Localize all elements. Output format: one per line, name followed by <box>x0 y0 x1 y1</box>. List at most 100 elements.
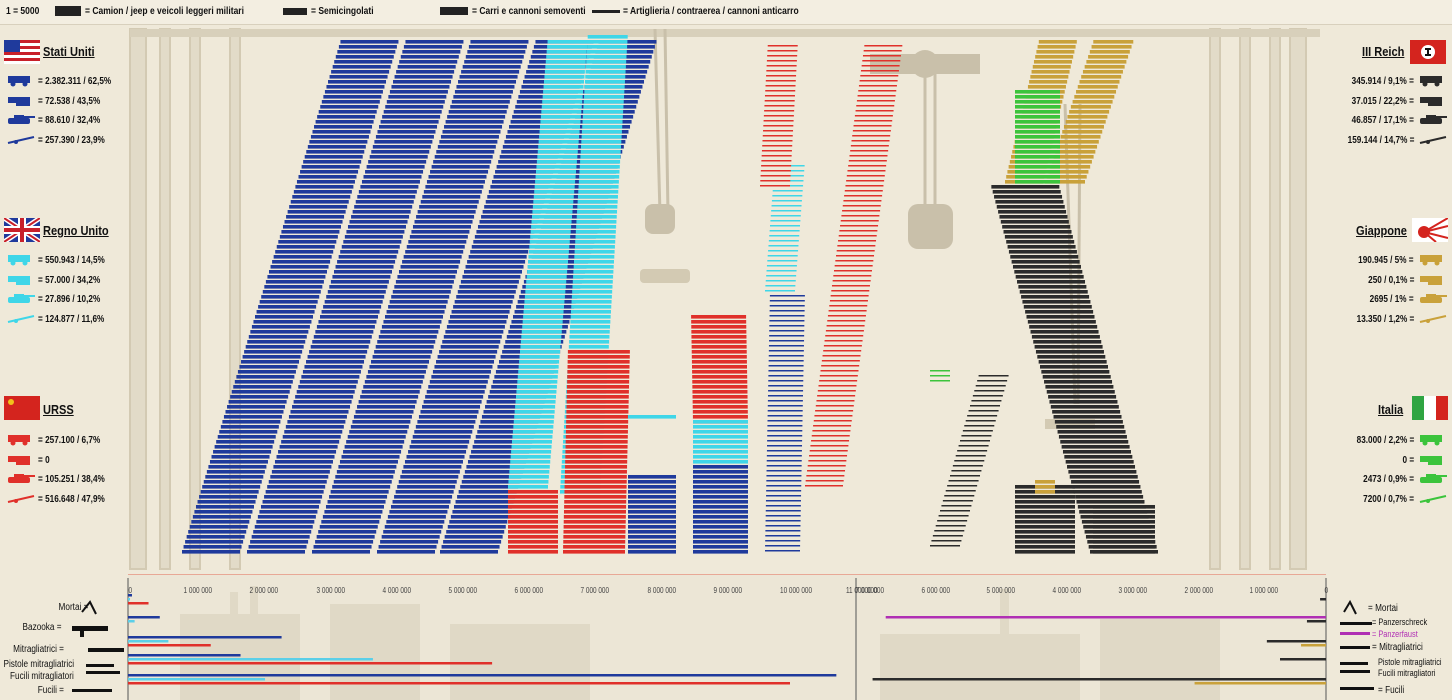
japan-tank-icon <box>1420 294 1447 303</box>
ussr-halftrack-icon <box>8 455 30 465</box>
country-uk: Regno Unito <box>43 223 109 238</box>
ussr-tank-icon <box>8 474 35 483</box>
country-italy: Italia <box>1378 402 1404 417</box>
ussr-flag <box>4 396 40 420</box>
label-r-panzerfaust: = Panzerfaust <box>1372 629 1418 639</box>
germany-tank-icon <box>1420 115 1447 124</box>
germany-truck-icon <box>1420 76 1442 87</box>
tick-right-0: 7 000 000 <box>855 586 885 595</box>
tick-right-4: 3 000 000 <box>1118 586 1147 595</box>
tick-left-2: 2 000 000 <box>249 586 279 595</box>
bar-usa-4 <box>128 674 837 677</box>
label-mortars: Mortai = <box>58 602 88 613</box>
uk-tank-icon <box>8 294 35 303</box>
legend-artillery: = Artiglieria / contraerea / cannoni ant… <box>623 6 799 17</box>
uk-truck-stack-0 <box>508 40 588 489</box>
warehouse-background <box>129 28 1320 570</box>
ussr-artillery-stack-1 <box>805 45 903 487</box>
bar-uk-0 <box>128 598 130 601</box>
tick-right-1: 6 000 000 <box>921 586 950 595</box>
germany-artillery-icon <box>1419 135 1447 144</box>
label-r-machineguns: = Mitragliatrici <box>1372 642 1423 653</box>
germany-stat-1: 37.015 / 22,2% = <box>1351 95 1414 107</box>
weapon-icons-left <box>72 600 124 692</box>
germany-stat-2: 46.857 / 17,1% = <box>1351 115 1414 126</box>
ussr-truck-stack-1 <box>563 350 630 554</box>
italy-stat-0: 83.000 / 2,2% = <box>1356 435 1414 446</box>
usa-artillery-icon <box>7 135 35 144</box>
ussr-truck-icon <box>8 435 30 446</box>
ussr-stat-0: = 257.100 / 6,7% <box>38 435 101 446</box>
ussr-artillery-icon <box>7 494 35 503</box>
ussr-artillery-stack-0 <box>760 45 798 187</box>
ussr-tank-stack <box>691 315 748 424</box>
italy-truck-stack <box>1015 90 1060 184</box>
germany-artillery-stack <box>930 375 1009 547</box>
usa-tank-icon <box>8 115 35 124</box>
label-machineguns: Mitragliatrici = <box>13 644 64 655</box>
tick-left-8: 8 000 000 <box>647 586 676 595</box>
italy-halftrack-icon <box>1420 455 1442 465</box>
ussr-stat-3: = 516.648 / 47,9% <box>38 493 105 505</box>
germany-halftrack-icon <box>1420 96 1442 106</box>
legend-halftracks: = Semicingolati <box>311 6 374 17</box>
bar-uk-1 <box>128 620 135 623</box>
bar-uk-3 <box>128 658 373 661</box>
tick-left-7: 7 000 000 <box>580 586 610 595</box>
bar-usa-0 <box>128 594 132 597</box>
tick-left-11: 11 000 000 <box>846 586 878 595</box>
bar-ussr-3 <box>128 662 493 665</box>
tick-left-5: 5 000 000 <box>448 586 478 595</box>
uk-stat-1: = 57.000 / 34,2% <box>38 274 101 286</box>
uk-stat-3: = 124.877 / 11,6% <box>38 313 105 325</box>
uk-truck-icon <box>8 255 30 266</box>
label-bazooka: Bazooka = <box>23 622 62 633</box>
tick-right-3: 4 000 000 <box>1052 586 1082 595</box>
usa-stat-2: = 88.610 / 32,4% <box>38 115 101 126</box>
uk-artillery-icon <box>7 314 35 323</box>
halftrack-icon <box>283 8 307 15</box>
japan-truck-icon <box>1420 255 1442 266</box>
japan-truck-stack-1 <box>1045 40 1134 184</box>
uk-halftrack-icon <box>8 275 30 285</box>
bar-japan-2 <box>1301 644 1326 647</box>
italy-artillery-icon <box>1419 494 1447 503</box>
italy-stat-1: 0 = <box>1402 454 1414 466</box>
weapon-icons-right <box>1340 599 1374 690</box>
italy-truck-icon <box>1420 435 1442 446</box>
germany-stat-3: 159.144 / 14,7% = <box>1347 134 1414 146</box>
tick-left-4: 4 000 000 <box>382 586 411 595</box>
label-lmg: Fucili mitragliatori <box>10 671 74 682</box>
usa-truck-icon <box>8 76 30 87</box>
infantry-weapons-chart <box>127 574 1327 700</box>
tick-left-10: 10 000 000 <box>780 586 813 595</box>
legend-tanks: = Carri e cannoni semoventi <box>472 6 586 17</box>
label-r-panzerschreck: = Panzerschreck <box>1372 617 1428 627</box>
usa-truck-stack-0 <box>182 40 399 554</box>
bar-japan-4 <box>1194 682 1326 685</box>
bar-usa-3 <box>128 654 241 657</box>
label-smg: Pistole mitragliatrici <box>3 659 74 670</box>
italy-artillery-stack <box>930 370 950 382</box>
usa-stat-0: = 2.382.311 / 62,5% <box>38 76 112 87</box>
bar-usa-1 <box>128 616 160 619</box>
usa-artillery-stack <box>765 295 805 552</box>
italy-stat-2: 2473 / 0,9% = <box>1363 474 1414 485</box>
germany-stat-0: 345.914 / 9,1% = <box>1351 76 1414 87</box>
italy-flag <box>1412 396 1448 420</box>
bar-germany-4 <box>872 678 1326 681</box>
usa-flag <box>4 40 40 64</box>
country-ussr: URSS <box>43 402 74 417</box>
tick-right-5: 2 000 000 <box>1184 586 1213 595</box>
uk-stat-2: = 27.896 / 10,2% <box>38 294 101 305</box>
bar-uk-2 <box>128 640 169 643</box>
artillery-icon <box>592 10 620 13</box>
uk-artillery-stack <box>765 165 805 292</box>
truck-icon <box>55 6 81 16</box>
uk-truck-stack-1 <box>560 35 628 494</box>
japan-stat-3: 13.350 / 1,2% = <box>1356 313 1414 325</box>
country-germany: III Reich <box>1362 44 1405 59</box>
country-usa: Stati Uniti <box>43 44 95 59</box>
usa-halftrack-icon <box>8 96 30 106</box>
germany-tank-stack <box>1015 485 1075 554</box>
